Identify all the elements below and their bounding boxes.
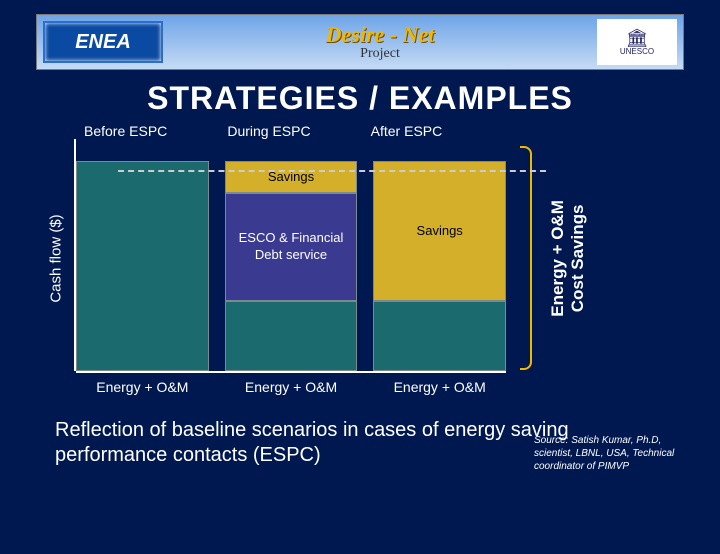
unesco-text: UNESCO — [620, 47, 654, 56]
bar-during: Savings ESCO & Financial Debt service — [225, 143, 358, 371]
header-line2: Project — [163, 46, 597, 62]
unesco-icon: 🏛 — [626, 29, 649, 47]
header-bar: ENEA Desire - Net Project 🏛 UNESCO — [36, 14, 684, 70]
unesco-logo: 🏛 UNESCO — [597, 19, 677, 65]
phase-labels: Before ESPC During ESPC After ESPC — [76, 123, 506, 139]
seg-before-energy-om — [76, 161, 209, 371]
phase-during: During ESPC — [219, 123, 362, 139]
bars-container: Savings ESCO & Financial Debt service Sa… — [76, 143, 506, 373]
seg-during-energy-om — [225, 301, 358, 371]
y-axis-label: Cash flow ($) — [48, 214, 65, 302]
chart-content: Before ESPC During ESPC After ESPC Cash … — [36, 123, 684, 396]
bar-before — [76, 143, 209, 371]
right-axis: Energy + O&MCost Savings — [520, 143, 627, 373]
bar-after: Savings — [373, 143, 506, 371]
right-axis-label: Energy + O&MCost Savings — [548, 200, 589, 317]
seg-during-savings: Savings — [225, 161, 358, 193]
seg-after-energy-om — [373, 301, 506, 371]
enea-logo: ENEA — [43, 21, 163, 63]
header-line1: Desire - Net — [163, 22, 597, 48]
chart-row: Cash flow ($) Savings ESCO & Financial D… — [36, 143, 684, 373]
phase-after: After ESPC — [363, 123, 506, 139]
bottom-label-after: Energy + O&M — [373, 379, 506, 396]
header-title: Desire - Net Project — [163, 22, 597, 62]
y-axis: Cash flow ($) — [36, 143, 76, 373]
bottom-label-during: Energy + O&M — [225, 379, 358, 396]
main-title: STRATEGIES / EXAMPLES — [0, 80, 720, 117]
dashed-baseline-top — [118, 170, 546, 172]
seg-after-savings: Savings — [373, 161, 506, 301]
bottom-labels: Energy + O&M Energy + O&M Energy + O&M — [76, 379, 506, 396]
source-citation: Source: Satish Kumar, Ph.D, scientist, L… — [534, 434, 684, 473]
bottom-label-before: Energy + O&M — [76, 379, 209, 396]
phase-before: Before ESPC — [76, 123, 219, 139]
bracket-icon — [520, 146, 532, 370]
seg-during-esco: ESCO & Financial Debt service — [225, 193, 358, 301]
enea-text: ENEA — [75, 31, 131, 54]
